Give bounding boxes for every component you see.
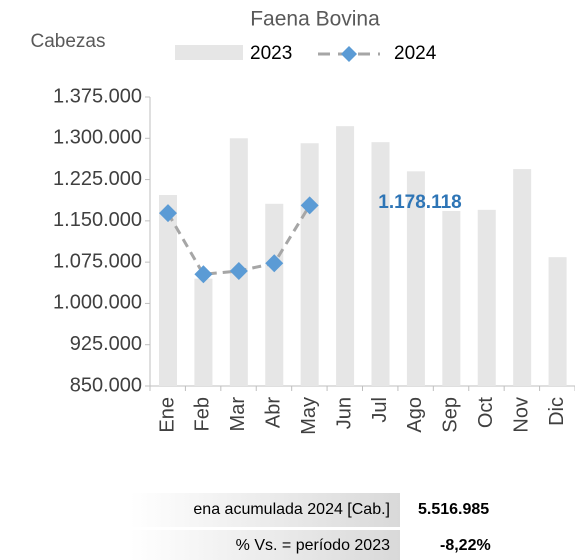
bar: [336, 126, 355, 387]
bar: [194, 278, 213, 386]
y-axis-label: Cabezas: [31, 31, 106, 52]
bar: [300, 143, 319, 386]
annotation: 1.178.118: [378, 192, 461, 213]
bar: [548, 257, 567, 386]
bar: [371, 142, 390, 386]
x-tick-label: Mar: [227, 397, 249, 432]
chart-title: Faena Bovina: [250, 8, 380, 31]
x-tick-label: May: [298, 397, 320, 435]
marker: [229, 261, 248, 280]
y-tick-label: 1.000.000: [53, 292, 142, 314]
marker: [300, 196, 319, 215]
summary-label: % Vs. = período 2023: [236, 537, 390, 554]
y-tick-label: 1.300.000: [53, 127, 142, 149]
x-tick-label: Jul: [369, 397, 391, 423]
y-tick-label: 1.375.000: [53, 85, 142, 107]
x-tick-label: Ago: [404, 397, 426, 433]
marker: [159, 204, 177, 223]
summary-value: -8,22%: [440, 537, 491, 554]
summary-value: 5.516.985: [418, 501, 489, 518]
x-tick-label: Jun: [333, 397, 355, 429]
summary-row-bg: [130, 493, 400, 527]
bar: [159, 194, 177, 386]
summary-row-bg: [130, 530, 400, 560]
bar: [513, 169, 532, 386]
legend-marker: [341, 46, 357, 62]
x-tick-label: Dic: [546, 397, 568, 426]
y-tick-label: 1.150.000: [53, 209, 142, 231]
bar: [442, 210, 461, 386]
marker: [194, 265, 213, 284]
x-tick-label: Oct: [475, 397, 497, 429]
x-tick-label: Abr: [263, 397, 285, 428]
y-tick-label: 1.075.000: [53, 250, 142, 272]
bar: [265, 203, 284, 386]
bar: [477, 209, 496, 386]
y-tick-label: 850.000: [70, 374, 142, 396]
y-tick-label: 1.225.000: [53, 168, 142, 190]
x-tick-label: Sep: [440, 397, 462, 433]
y-tick-label: 925.000: [70, 333, 142, 355]
x-tick-label: Nov: [510, 397, 532, 433]
x-tick-label: Ene: [156, 397, 178, 433]
x-tick-label: Feb: [192, 397, 214, 431]
legend-swatch: [175, 45, 243, 60]
legend-label: 2023: [250, 43, 292, 64]
summary-label: ena acumulada 2024 [Cab.]: [193, 501, 390, 518]
marker: [265, 254, 284, 273]
legend-label: 2024: [394, 43, 437, 64]
bar: [406, 171, 425, 386]
